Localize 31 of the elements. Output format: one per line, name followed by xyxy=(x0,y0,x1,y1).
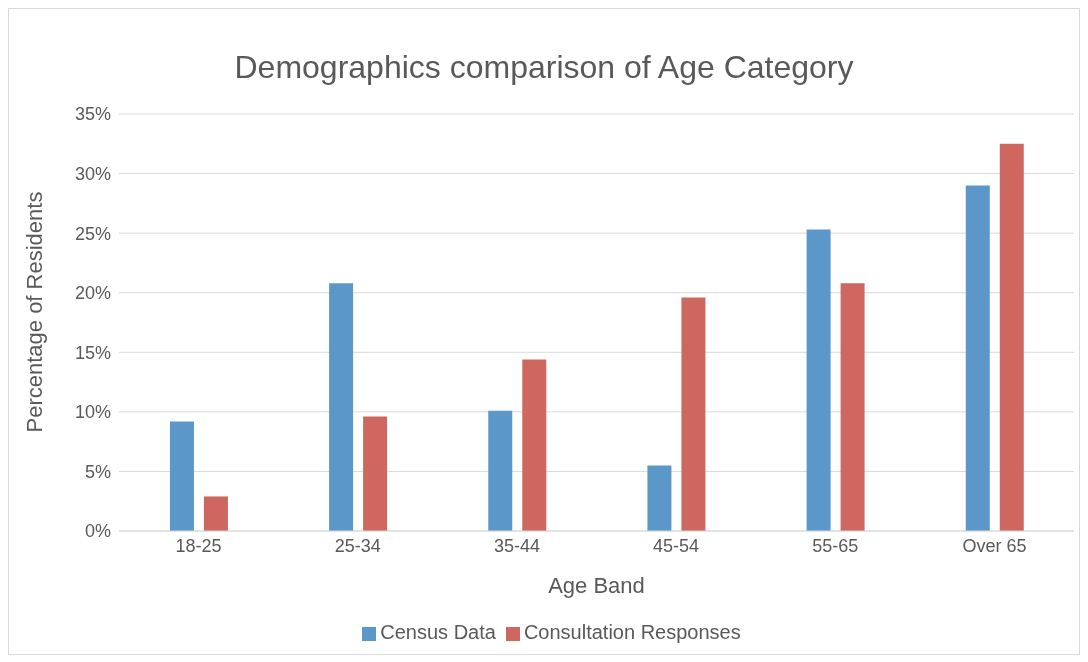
y-tick-label: 20% xyxy=(74,283,111,304)
bar xyxy=(647,465,672,531)
x-tick-label: 55-65 xyxy=(812,535,859,556)
x-tick-label: 18-25 xyxy=(175,535,222,556)
y-tick-label: 10% xyxy=(74,402,111,423)
y-tick-label: 25% xyxy=(74,223,111,244)
bar xyxy=(363,416,388,531)
legend-label: Census Data xyxy=(380,621,496,643)
bar xyxy=(965,185,990,531)
bar xyxy=(840,283,865,531)
y-tick-label: 15% xyxy=(74,342,111,363)
y-tick-label: 5% xyxy=(84,461,111,482)
x-axis-title: Age Band xyxy=(548,573,645,598)
bar xyxy=(522,359,547,531)
legend-label: Consultation Responses xyxy=(523,621,741,643)
chart-title: Demographics comparison of Age Category xyxy=(233,49,855,86)
bar xyxy=(203,496,228,531)
y-axis-title: Percentage of Residents xyxy=(21,191,47,433)
x-tick-label: 45-54 xyxy=(653,535,700,556)
bar xyxy=(169,421,194,531)
x-tick-label: 25-34 xyxy=(334,535,381,556)
x-tick-label: 35-44 xyxy=(493,535,540,556)
bar xyxy=(806,229,831,531)
x-tick-label: Over 65 xyxy=(962,535,1027,556)
bar xyxy=(681,297,706,531)
bar xyxy=(329,283,354,531)
y-tick-label: 30% xyxy=(74,163,111,184)
bar xyxy=(999,143,1024,531)
y-tick-label: 35% xyxy=(74,104,111,125)
y-tick-label: 0% xyxy=(84,521,111,542)
bar xyxy=(488,410,513,531)
